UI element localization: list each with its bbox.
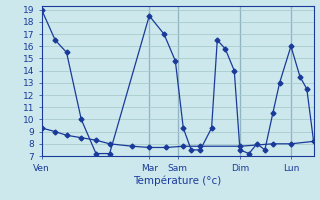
X-axis label: Température (°c): Température (°c) xyxy=(133,175,222,186)
